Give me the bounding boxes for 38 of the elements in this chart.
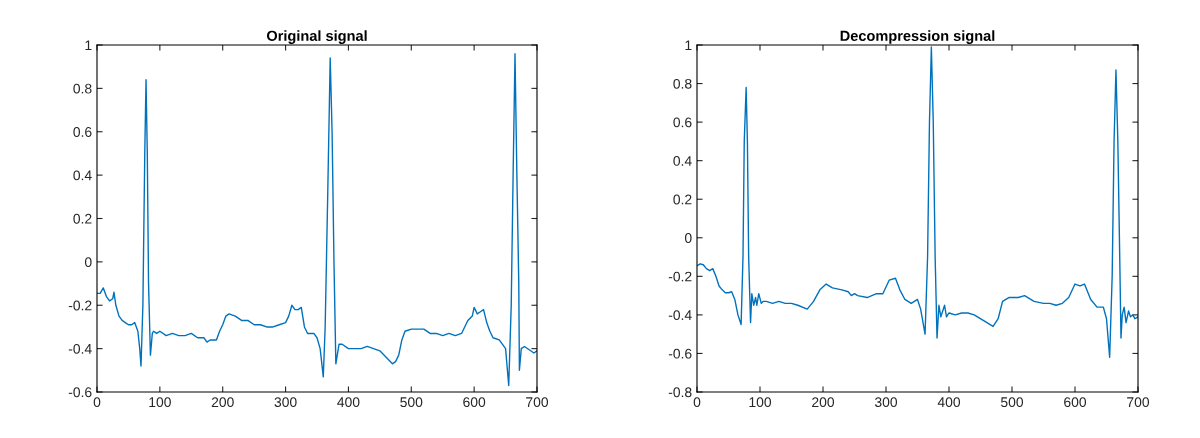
x-tick-label: 400 <box>937 397 961 408</box>
y-tick-label: -0.2 <box>68 300 92 311</box>
y-tick-label: -0.6 <box>668 348 692 359</box>
x-tick-label: 300 <box>274 397 297 408</box>
y-tick-label: -0.4 <box>68 343 92 354</box>
y-tick-label: 0.6 <box>73 127 92 137</box>
x-tick-label: 200 <box>812 397 835 408</box>
x-tick-label: 600 <box>463 397 486 408</box>
y-tick-label: 0.6 <box>673 117 692 128</box>
y-tick-label: 0 <box>684 233 692 243</box>
x-tick-label: 0 <box>693 397 701 408</box>
x-tick-label: 100 <box>149 397 171 408</box>
x-tick-label: 700 <box>1127 397 1150 408</box>
chart-title: Decompression signal <box>840 30 995 44</box>
x-tick-label: 0 <box>93 397 101 408</box>
y-tick-label: 0.4 <box>673 156 692 166</box>
x-tick-label: 700 <box>526 397 549 408</box>
y-tick-label: -0.2 <box>668 271 692 282</box>
line-series <box>97 52 537 387</box>
y-tick-label: 0.4 <box>73 170 92 181</box>
y-tick-label: 0.2 <box>73 213 92 224</box>
x-tick-label: 400 <box>337 397 360 408</box>
y-tick-label: -0.8 <box>668 387 692 398</box>
y-tick-label: -0.4 <box>668 310 692 321</box>
x-tick-label: 100 <box>749 397 772 408</box>
x-tick-label: 300 <box>874 397 898 408</box>
x-tick-label: 500 <box>1000 397 1024 408</box>
y-tick-label: 1 <box>85 40 92 51</box>
x-tick-label: 200 <box>211 397 234 408</box>
y-tick-label: 0.2 <box>673 194 692 205</box>
y-tick-label: 1 <box>685 40 692 51</box>
y-tick-label: 0.8 <box>673 78 692 89</box>
y-tick-label: 0.8 <box>73 83 92 94</box>
chart-title: Original signal <box>266 30 367 44</box>
x-tick-label: 600 <box>1064 397 1087 408</box>
y-tick-label: 0 <box>84 257 92 268</box>
y-tick-label: -0.6 <box>68 387 92 398</box>
x-tick-label: 500 <box>400 397 423 408</box>
